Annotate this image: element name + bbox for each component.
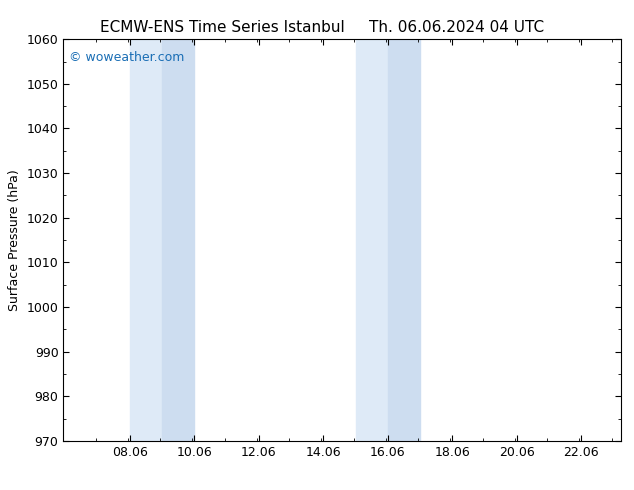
- Text: Th. 06.06.2024 04 UTC: Th. 06.06.2024 04 UTC: [369, 20, 544, 35]
- Bar: [388, 39, 420, 441]
- Y-axis label: Surface Pressure (hPa): Surface Pressure (hPa): [8, 169, 21, 311]
- Bar: [130, 39, 162, 441]
- Bar: [356, 39, 388, 441]
- Bar: [162, 39, 195, 441]
- Text: © woweather.com: © woweather.com: [69, 51, 184, 64]
- Text: ECMW-ENS Time Series Istanbul: ECMW-ENS Time Series Istanbul: [100, 20, 344, 35]
